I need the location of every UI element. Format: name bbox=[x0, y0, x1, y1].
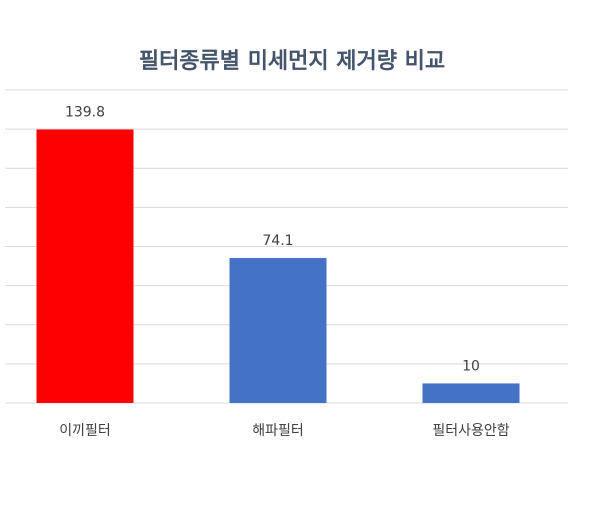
x-tick-label: 필터사용안함 bbox=[432, 423, 509, 439]
bar bbox=[229, 258, 327, 403]
x-tick-label: 이끼필터 bbox=[59, 423, 111, 439]
bar bbox=[36, 129, 134, 404]
chart-title: 필터종류별 미세먼지 제거량 비교 bbox=[139, 49, 445, 74]
data-label: 139.8 bbox=[65, 105, 105, 121]
data-label: 10 bbox=[462, 358, 480, 374]
bar bbox=[422, 383, 520, 403]
x-tick-label: 해파필터 bbox=[252, 423, 304, 439]
data-label: 74.1 bbox=[262, 233, 293, 249]
